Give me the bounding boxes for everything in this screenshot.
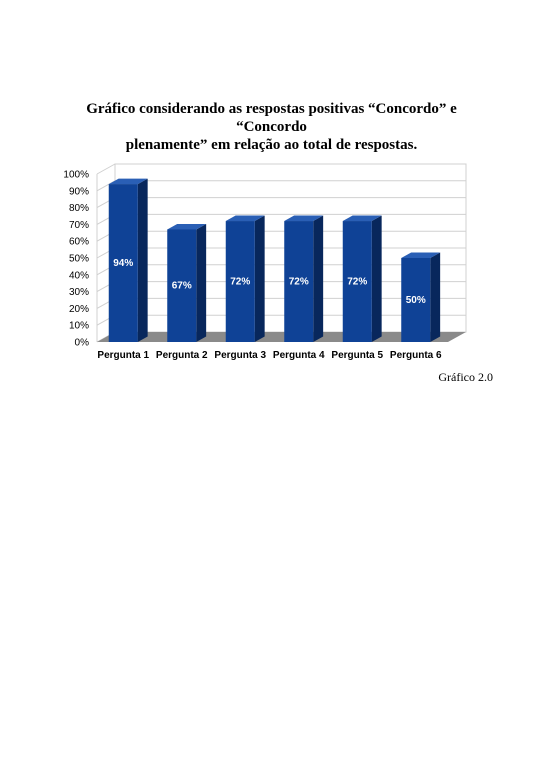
y-tick-label: 30% xyxy=(69,287,89,298)
bar-front xyxy=(225,221,255,342)
bar-front xyxy=(167,229,197,342)
bar-data-label: 72% xyxy=(347,277,367,288)
bar: 67% xyxy=(167,223,207,342)
y-tick-label: 0% xyxy=(75,338,90,349)
y-tick-label: 70% xyxy=(69,220,89,231)
y-tick-label: 100% xyxy=(63,170,89,181)
bar-top xyxy=(225,215,265,222)
gridline-depth xyxy=(96,163,116,175)
bar: 72% xyxy=(284,215,324,342)
bar-side xyxy=(430,252,441,342)
y-tick-label: 80% xyxy=(69,203,89,214)
bar-data-label: 50% xyxy=(406,295,426,306)
chart-title-line-1: Gráfico considerando as respostas positi… xyxy=(86,101,457,135)
chart-title: Gráfico considerando as respostas positi… xyxy=(50,100,493,154)
bar-side xyxy=(137,178,148,342)
bar: 72% xyxy=(342,215,382,342)
x-category-label: Pergunta 5 xyxy=(331,350,383,361)
x-category-label: Pergunta 4 xyxy=(273,350,325,361)
bar-data-label: 67% xyxy=(172,281,192,292)
bar-side xyxy=(371,215,382,342)
bar-front xyxy=(284,221,314,342)
bar-top xyxy=(342,215,382,222)
y-tick-label: 20% xyxy=(69,304,89,315)
bar-side xyxy=(196,223,207,342)
figure-caption: Gráfico 2.0 xyxy=(438,370,493,384)
bar-data-label: 72% xyxy=(289,277,309,288)
chart-title-line-2: plenamente” em relação ao total de respo… xyxy=(125,137,418,153)
bar-top xyxy=(108,178,148,185)
bar-side xyxy=(254,215,265,342)
y-tick-label: 60% xyxy=(69,237,89,248)
bar-front xyxy=(108,184,138,342)
bar: 72% xyxy=(225,215,265,342)
bar-data-label: 72% xyxy=(230,277,250,288)
x-category-label: Pergunta 6 xyxy=(390,350,442,361)
x-category-label: Pergunta 2 xyxy=(156,350,208,361)
bar-side xyxy=(313,215,324,342)
bar-top xyxy=(401,252,441,258)
bar-data-label: 94% xyxy=(113,258,133,269)
y-tick-label: 50% xyxy=(69,254,89,265)
y-tick-label: 40% xyxy=(69,270,89,281)
x-axis: Pergunta 1 Pergunta 2 Pergunta 3 Pergunta 4… xyxy=(97,350,442,361)
y-tick-label: 90% xyxy=(69,186,89,197)
bar: 50% xyxy=(401,252,441,342)
y-tick-label: 10% xyxy=(69,321,89,332)
bar-top xyxy=(167,223,207,230)
bar-front xyxy=(342,221,372,342)
bar-front xyxy=(401,258,431,342)
bar: 94% xyxy=(108,178,148,342)
bar-top xyxy=(284,215,324,222)
bars: 94% 67% 72% 72% 72% 50% xyxy=(108,178,441,342)
x-category-label: Pergunta 3 xyxy=(214,350,266,361)
bar-chart: 0% 10% 20% 30% 40% 50% 60% 70% 80% 90% 100% 94% 67%… xyxy=(63,163,467,361)
x-category-label: Pergunta 1 xyxy=(97,350,149,361)
y-axis: 0% 10% 20% 30% 40% 50% 60% 70% 80% 90% 100% xyxy=(63,170,89,349)
